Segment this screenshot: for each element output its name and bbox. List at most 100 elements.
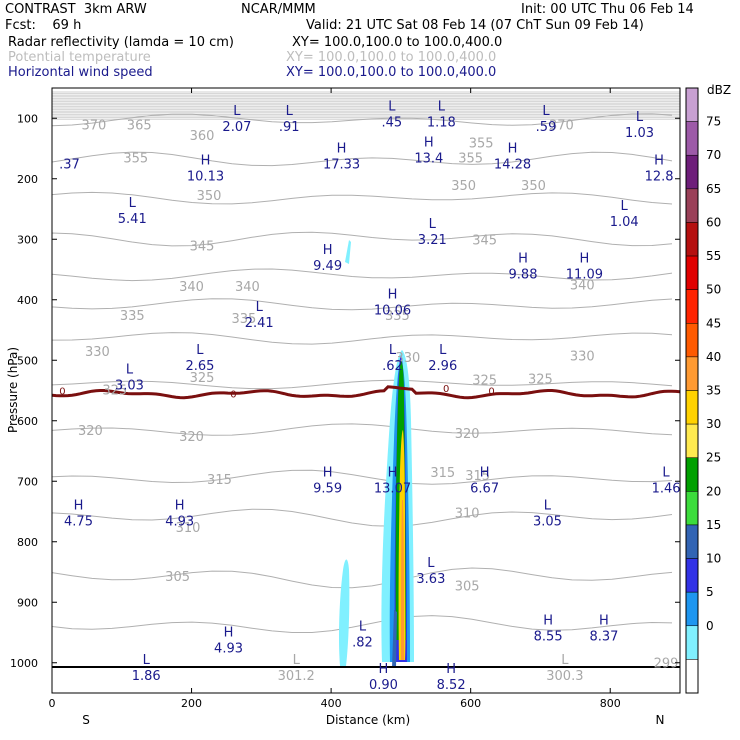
field-name-reflectivity: Radar reflectivity (lamda = 10 cm): [8, 35, 234, 50]
theta-contour-upper: [52, 108, 680, 111]
theta-contour-label: 370: [549, 118, 574, 133]
wind-extremum-value: 14.28: [494, 158, 531, 173]
colorbar-level: 10: [706, 552, 721, 566]
wind-extremum-type: H: [323, 465, 333, 480]
wind-extremum-type: L: [429, 217, 437, 232]
x-tick-label: 200: [181, 697, 202, 710]
theta-contour: [52, 615, 673, 633]
colorbar-swatch: [685, 390, 699, 425]
wind-extremum-type: L: [389, 343, 397, 358]
y-tick-label: 400: [17, 294, 38, 307]
zero-labels: 0 0 0 0: [59, 384, 495, 400]
model-title: CONTRAST 3km ARW: [5, 2, 147, 17]
theta-contour-label: 310: [176, 521, 201, 536]
theta-contour: [52, 191, 673, 205]
field-xy-reflectivity: XY= 100.0,100.0 to 100.0,400.0: [292, 35, 503, 50]
colorbar-swatch: [685, 289, 699, 324]
wind-extremum-value: 12.8: [645, 170, 674, 185]
refl-blue-low: [392, 610, 397, 668]
theta-contour-label: 360: [190, 129, 215, 144]
theta-contour: [52, 231, 673, 247]
theta-contour-label: 340: [235, 280, 260, 295]
wind-extremum-value: 1.04: [610, 215, 639, 230]
field-xy-theta: XY= 100.0,100.0 to 100.0,400.0: [286, 50, 497, 65]
wind-extremum-type: H: [508, 142, 518, 157]
theta-contour-label: 330: [395, 351, 420, 366]
field-name-theta: Potential temperature: [8, 50, 151, 65]
colorbar-swatch: [685, 222, 699, 257]
theta-contour-upper: [52, 110, 680, 112]
wind-extremum-value: .45: [381, 115, 402, 130]
theta-contour-label: 310: [455, 507, 480, 522]
wind-extremum-value: .82: [352, 636, 373, 651]
wind-extremum-type: H: [654, 154, 664, 169]
colorbar-swatch: [685, 457, 699, 492]
x-tick-label: 400: [321, 697, 342, 710]
theta-contour-label: 335: [120, 309, 145, 324]
theta-contour-upper: [52, 113, 680, 116]
colorbar-swatch: [685, 188, 699, 223]
wind-extremum-value: 1.18: [427, 115, 456, 130]
colorbar-level: 25: [706, 451, 721, 465]
theta-contour: [52, 268, 673, 282]
wind-extremum-type: L: [427, 556, 435, 571]
y-tick-label: 100: [17, 112, 38, 125]
colorbar-swatch: [685, 491, 699, 526]
theta-contour-label: 305: [455, 579, 480, 594]
colorbar-level: 40: [706, 350, 721, 364]
colorbar-swatch: [685, 423, 699, 458]
wind-extremum-type: L: [196, 343, 204, 358]
colorbar-swatch: [685, 625, 699, 660]
wind-extremum-type: H: [599, 614, 609, 629]
theta-contour-label: 345: [472, 233, 497, 248]
theta-extremum-type: L: [561, 653, 569, 668]
y-tick-label: 300: [17, 233, 38, 246]
wind-extremum-value: 4.75: [64, 515, 93, 530]
colorbar-level: 35: [706, 384, 721, 398]
wind-extremum-value: 9.49: [313, 259, 342, 274]
y-tick-label: 600: [17, 415, 38, 428]
x-axis-ticks: 0 200 400 600 800: [49, 88, 621, 710]
ground-surface: [52, 665, 680, 669]
wind-extremum-type: L: [438, 99, 446, 114]
wind-extremum-type: L: [126, 362, 134, 377]
theta-extremum-type: L: [293, 653, 301, 668]
theta-contour-label: 335: [385, 309, 410, 324]
x-tick-label: 600: [460, 697, 481, 710]
colorbar-title: dBZ: [707, 83, 731, 97]
wind-extremum-value: 1.03: [625, 126, 654, 141]
theta-contour-label: 325: [528, 372, 553, 387]
wind-extremum-type: L: [233, 104, 241, 119]
wind-extremum-value: 3.63: [416, 572, 445, 587]
theta-contour-upper: [52, 116, 680, 119]
theta-contour: [52, 423, 673, 436]
colorbar-level: 5: [706, 585, 714, 599]
theta-extremum-value: 301.2: [278, 669, 315, 684]
wind-extremum-type: L: [542, 104, 550, 119]
wind-extremum-type: L: [143, 653, 151, 668]
colorbar-swatch: [685, 356, 699, 391]
colorbar-level: 55: [706, 249, 721, 263]
wind-extremum-value: 10.13: [187, 170, 224, 185]
wind-extremum-value: 5.41: [118, 212, 147, 227]
theta-contour-upper: [52, 115, 680, 117]
institution: NCAR/MMM: [241, 2, 316, 17]
zero-dbz-contour: [52, 385, 680, 400]
wind-extremum-value: 2.65: [185, 359, 214, 374]
y-tick-label: 500: [17, 354, 38, 367]
wind-extremum-type: H: [201, 154, 211, 169]
wind-extremum-type: H: [74, 499, 84, 514]
colorbar-level: 60: [706, 215, 721, 229]
wind-extremum-value: 9.88: [509, 268, 538, 283]
theta-contour-label: 315: [207, 473, 232, 488]
colorbar-swatch: [685, 323, 699, 358]
theta-contour: [52, 113, 673, 127]
wind-extremum-value: 9.59: [313, 481, 342, 496]
colorbar-level: 20: [706, 484, 721, 498]
colorbar-level: 50: [706, 283, 721, 297]
plot-frame: [51, 87, 681, 694]
theta-contour-label: 315: [430, 466, 455, 481]
y-axis-ticks: 100 200 300 400 500 600 700 800 900 1000: [10, 112, 680, 670]
